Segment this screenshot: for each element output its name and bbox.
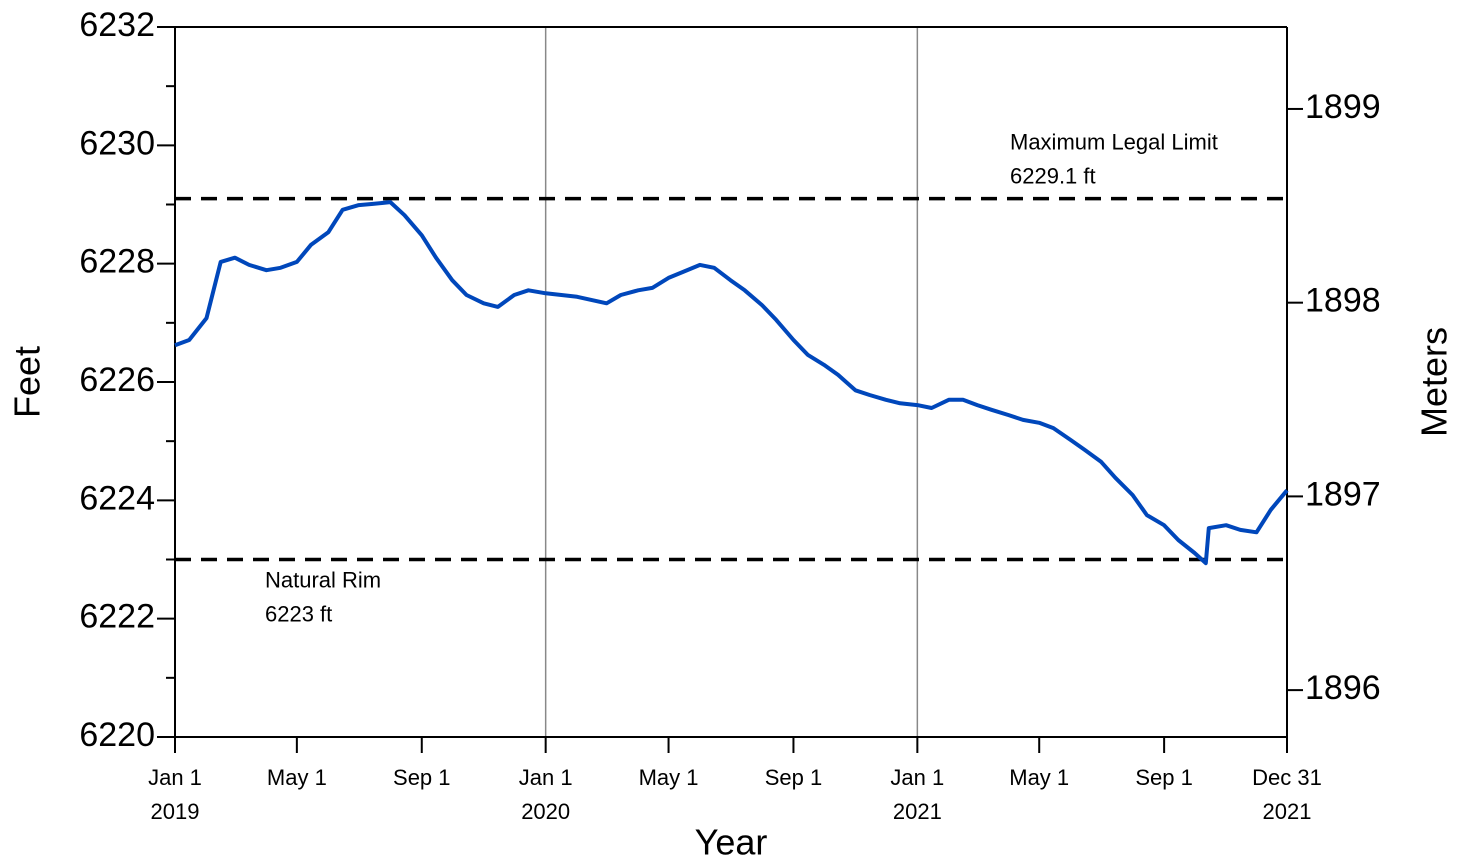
x-tick-label: Sep 1	[1135, 765, 1193, 790]
x-tick-label: May 1	[267, 765, 327, 790]
y2-tick-label: 1898	[1305, 282, 1381, 320]
y-tick-label: 6224	[79, 479, 155, 517]
y-tick-label: 6220	[79, 716, 155, 754]
y2-tick-label: 1897	[1305, 475, 1381, 513]
x-tick-label: Jan 1 2020	[519, 765, 573, 824]
x-tick-label: Dec 31 2021	[1252, 765, 1322, 824]
y2-axis-title: Meters	[1414, 327, 1455, 437]
x-tick-label: Jan 1 2019	[148, 765, 202, 824]
y-tick-label: 6222	[79, 598, 155, 636]
x-tick-label: May 1	[639, 765, 699, 790]
reference-label: Maximum Legal Limit 6229.1 ft	[1010, 129, 1218, 188]
x-tick-label: Sep 1	[393, 765, 451, 790]
x-tick-label: Jan 1 2021	[890, 765, 944, 824]
x-tick-label: Sep 1	[765, 765, 823, 790]
y-tick-label: 6226	[79, 361, 155, 399]
y-axis-title: Feet	[7, 346, 48, 418]
data-line	[174, 200, 1289, 566]
y2-tick-label: 1896	[1305, 669, 1381, 707]
y2-tick-label: 1899	[1305, 88, 1381, 126]
x-tick-label: May 1	[1009, 765, 1069, 790]
x-axis-title: Year	[695, 822, 768, 863]
reference-label: Natural Rim 6223 ft	[265, 567, 381, 626]
y-tick-label: 6228	[79, 243, 155, 281]
y-tick-label: 6230	[79, 124, 155, 162]
y-tick-label: 6232	[79, 6, 155, 44]
